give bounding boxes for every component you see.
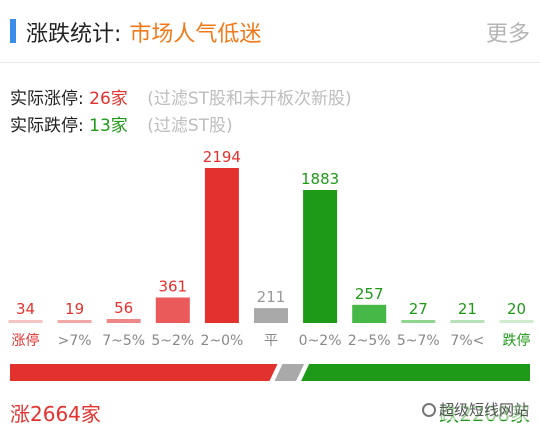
total-up-count: 涨2664家 bbox=[10, 402, 101, 426]
bar-9 bbox=[450, 320, 485, 323]
ratio-flat-segment bbox=[274, 364, 305, 381]
bar-value-label-5: 211 bbox=[257, 288, 286, 306]
category-label-2: 7~5% bbox=[102, 333, 145, 349]
limit-up-note: (过滤ST股和未开板次新股) bbox=[147, 89, 352, 109]
category-label-9: 7%< bbox=[450, 333, 484, 349]
bar-value-label-4: 2194 bbox=[203, 148, 241, 166]
bar-value-label-10: 20 bbox=[507, 300, 526, 318]
bar-0 bbox=[8, 320, 43, 323]
market-sentiment: 市场人气低迷 bbox=[129, 22, 262, 47]
bar-value-label-2: 56 bbox=[114, 299, 133, 317]
category-label-1: >7% bbox=[58, 333, 92, 349]
limit-down-label: 实际跌停: bbox=[10, 116, 84, 136]
up-down-ratio-bar bbox=[10, 364, 530, 381]
category-label-10: 跌停 bbox=[503, 332, 531, 349]
bar-value-label-8: 27 bbox=[409, 300, 428, 318]
bar-4 bbox=[204, 168, 239, 323]
ratio-down-segment bbox=[301, 364, 530, 381]
distribution-chart: 34 涨停 19 >7% 56 7~5% 361 5~2% 2194 2~0% 211 平 1883 0~… bbox=[8, 148, 534, 349]
watermark-text: 超级短线网站 bbox=[439, 401, 530, 419]
bar-3 bbox=[155, 297, 190, 323]
bar-8 bbox=[401, 320, 436, 323]
category-label-3: 5~2% bbox=[151, 333, 194, 349]
header: 涨跌统计: 市场人气低迷 更多 bbox=[0, 0, 540, 62]
bar-5 bbox=[254, 308, 288, 323]
bar-7 bbox=[352, 304, 387, 323]
category-label-8: 5~7% bbox=[397, 333, 440, 349]
limit-down-note: (过滤ST股) bbox=[147, 116, 233, 136]
header-title: 涨跌统计: 市场人气低迷 bbox=[26, 16, 261, 48]
category-label-5: 平 bbox=[264, 333, 278, 349]
bar-value-label-0: 34 bbox=[16, 300, 35, 318]
limit-down-stat: 实际跌停: 13家 (过滤ST股) bbox=[10, 111, 233, 136]
limit-up-label: 实际涨停: bbox=[10, 89, 84, 109]
header-accent-bar bbox=[10, 19, 16, 43]
bar-2 bbox=[106, 319, 141, 323]
watermark: 超级短线网站 bbox=[420, 399, 532, 420]
header-divider bbox=[0, 62, 540, 63]
bar-10 bbox=[499, 320, 534, 323]
more-link[interactable]: 更多 bbox=[485, 22, 530, 47]
limit-up-value: 26家 bbox=[89, 89, 128, 109]
bar-value-label-7: 257 bbox=[355, 285, 384, 303]
bar-value-label-3: 361 bbox=[158, 278, 187, 296]
ratio-up-segment bbox=[10, 364, 278, 381]
bar-value-label-6: 1883 bbox=[301, 170, 339, 188]
category-label-0: 涨停 bbox=[12, 332, 40, 349]
category-label-6: 0~2% bbox=[299, 333, 342, 349]
bar-value-label-1: 19 bbox=[65, 300, 84, 318]
category-label-7: 2~5% bbox=[348, 333, 391, 349]
limit-down-value: 13家 bbox=[89, 116, 128, 136]
category-label-4: 2~0% bbox=[200, 333, 243, 349]
wechat-icon bbox=[422, 403, 436, 417]
bar-value-label-9: 21 bbox=[458, 300, 477, 318]
bar-1 bbox=[57, 320, 92, 323]
header-title-label: 涨跌统计: bbox=[26, 22, 122, 47]
bar-6 bbox=[303, 190, 338, 323]
limit-up-stat: 实际涨停: 26家 (过滤ST股和未开板次新股) bbox=[10, 84, 352, 109]
